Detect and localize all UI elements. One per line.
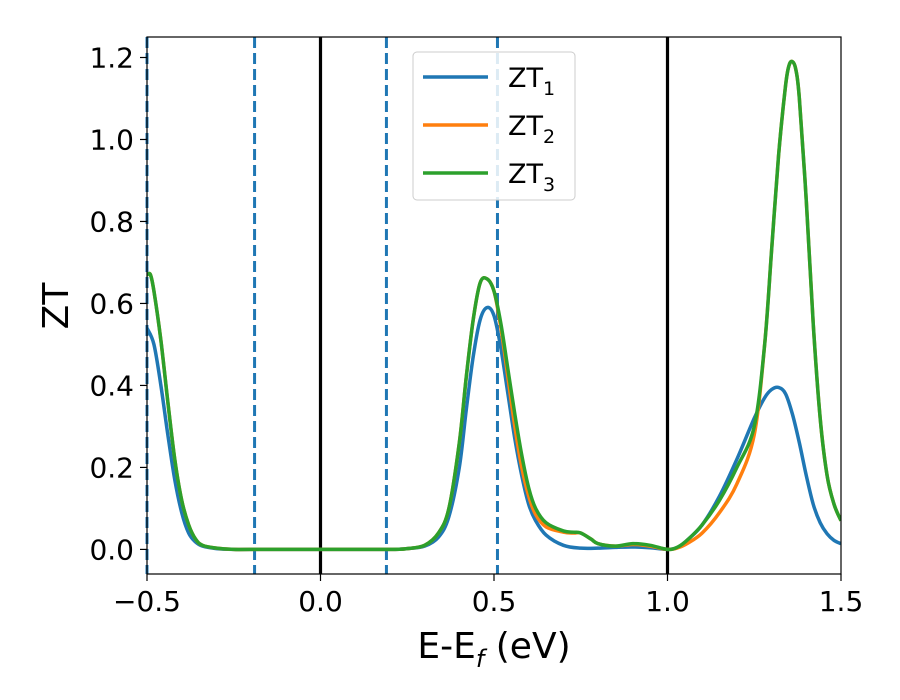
y-tick-label: 0.2 [89, 451, 134, 484]
legend: ZT1 ZT2 ZT3 [412, 51, 576, 201]
x-tick-label: 1.0 [645, 585, 690, 618]
y-axis-label: ZT [36, 282, 77, 330]
x-tick-label: −0.5 [113, 585, 181, 618]
x-tick-label: 1.5 [819, 585, 864, 618]
y-tick-label: 0.0 [89, 533, 134, 566]
y-tick-label: 1.2 [89, 41, 134, 74]
y-tick-label: 0.4 [89, 369, 134, 402]
x-tick-label: 0.5 [472, 585, 517, 618]
legend-label-zt3: ZT3 [508, 159, 555, 196]
x-axis-label: E-Ef (eV) [417, 626, 570, 673]
legend-label-zt1: ZT1 [508, 63, 555, 100]
y-tick-label: 0.8 [89, 205, 134, 238]
series-layer [147, 59, 841, 552]
x-axis-label-main: E-E [417, 626, 475, 667]
legend-label-zt2: ZT2 [508, 111, 555, 148]
legend-box [412, 51, 576, 201]
x-tick-label: 0.0 [298, 585, 343, 618]
y-tick-label: 1.0 [89, 123, 134, 156]
x-axis-ticks: −0.5 0.0 0.5 1.0 1.5 [113, 574, 863, 618]
x-axis-label-unit: (eV) [484, 626, 570, 667]
series-line-zt3 [147, 59, 841, 552]
y-axis-ticks: 0.0 0.2 0.4 0.6 0.8 1.0 1.2 [89, 41, 147, 566]
y-tick-label: 0.6 [89, 287, 134, 320]
legend-items: ZT1 ZT2 ZT3 [423, 63, 555, 196]
